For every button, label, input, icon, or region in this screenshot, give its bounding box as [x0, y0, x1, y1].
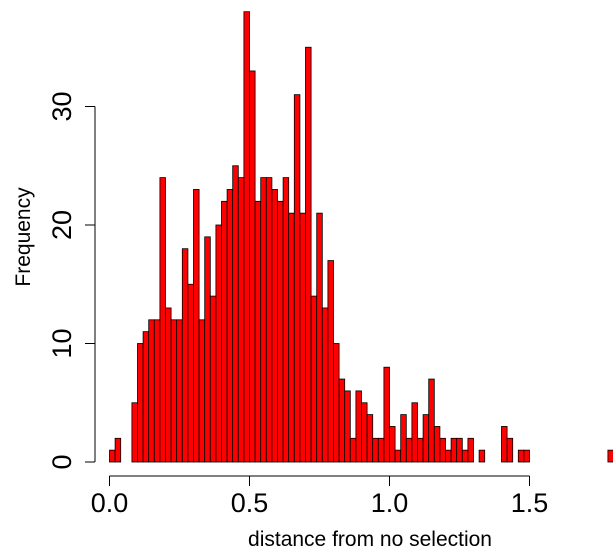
histogram-bar [198, 319, 206, 463]
histogram-bar [170, 319, 178, 463]
histogram-bar [305, 46, 312, 463]
histogram-bar [148, 319, 155, 463]
histogram-bar [439, 437, 446, 463]
histogram-bar [226, 189, 234, 463]
histogram-bar [377, 437, 385, 463]
histogram-bar [523, 449, 530, 463]
histogram-bar [456, 437, 463, 463]
histogram-bar [159, 177, 166, 463]
histogram-bar [265, 177, 273, 463]
histogram-bar [607, 449, 613, 463]
histogram-bar [232, 165, 239, 463]
histogram-bar [193, 189, 200, 463]
histogram-bar [501, 426, 508, 463]
histogram-bar [411, 402, 418, 463]
histogram-bar [417, 437, 424, 463]
histogram-bar [109, 449, 116, 463]
histogram-bar [467, 437, 474, 463]
histogram-bar [114, 437, 122, 463]
x-axis: 0.0 0.5 1.0 1.5 [91, 475, 549, 518]
x-tick-label: 1.0 [371, 488, 409, 518]
histogram-bar [372, 437, 379, 463]
histogram-bar [299, 212, 306, 463]
histogram-bar [176, 319, 183, 463]
histogram-bar [445, 449, 452, 463]
histogram-bar [209, 295, 217, 463]
histogram-bar [237, 177, 245, 463]
histogram-bar [394, 449, 402, 463]
histogram-bar [204, 236, 211, 463]
histogram-bar [389, 426, 396, 463]
histogram-bar [137, 343, 144, 463]
x-axis-label: distance from no selection [248, 528, 492, 551]
histogram-bar [310, 295, 318, 463]
histogram-bar [450, 437, 458, 463]
histogram-bars [109, 11, 613, 463]
y-axis: 0 10 20 30 [47, 91, 96, 470]
histogram-bar [131, 402, 138, 463]
histogram-bar [181, 248, 189, 463]
histogram-bar [361, 402, 368, 463]
y-tick-label: 10 [47, 328, 77, 358]
histogram-bar [405, 437, 413, 463]
histogram-bar [428, 378, 435, 463]
x-tick-label: 0.5 [231, 488, 269, 518]
histogram-bar [271, 189, 278, 463]
y-tick-label: 30 [47, 91, 77, 121]
histogram-bar [293, 94, 301, 463]
y-tick-label: 0 [47, 454, 77, 469]
x-tick-label: 0.0 [91, 488, 129, 518]
histogram-bar [433, 426, 441, 463]
x-tick-label: 1.5 [511, 488, 549, 518]
histogram-bar [478, 449, 486, 463]
histogram-bar [383, 366, 390, 463]
histogram-bar [333, 343, 340, 463]
histogram-bar [316, 212, 323, 463]
histogram-bar [260, 177, 267, 463]
histogram-bar [215, 224, 222, 463]
histogram-bar [282, 177, 290, 463]
y-tick-label: 20 [47, 210, 77, 240]
histogram-bar [243, 11, 250, 463]
histogram-bar [165, 307, 172, 463]
histogram-bar [349, 437, 357, 463]
histogram-bar [461, 449, 469, 463]
histogram-bar [517, 449, 525, 463]
histogram-bar [400, 414, 407, 463]
histogram-bar [422, 414, 430, 463]
histogram-bar [288, 212, 295, 463]
histogram-bar [142, 331, 150, 463]
histogram-bar [187, 283, 194, 463]
histogram-bar [221, 200, 228, 463]
histogram-bar [153, 319, 161, 463]
histogram-bar [355, 390, 362, 463]
histogram-bar [254, 200, 262, 463]
histogram-bar [321, 307, 329, 463]
histogram-bar [366, 414, 374, 463]
y-axis-label: Frequency [12, 187, 35, 287]
histogram-bar [327, 260, 334, 463]
histogram-bar [277, 200, 284, 463]
histogram-bar [249, 70, 256, 463]
histogram-bar [338, 378, 346, 463]
histogram-bar [344, 390, 351, 463]
histogram-bar [506, 437, 514, 463]
